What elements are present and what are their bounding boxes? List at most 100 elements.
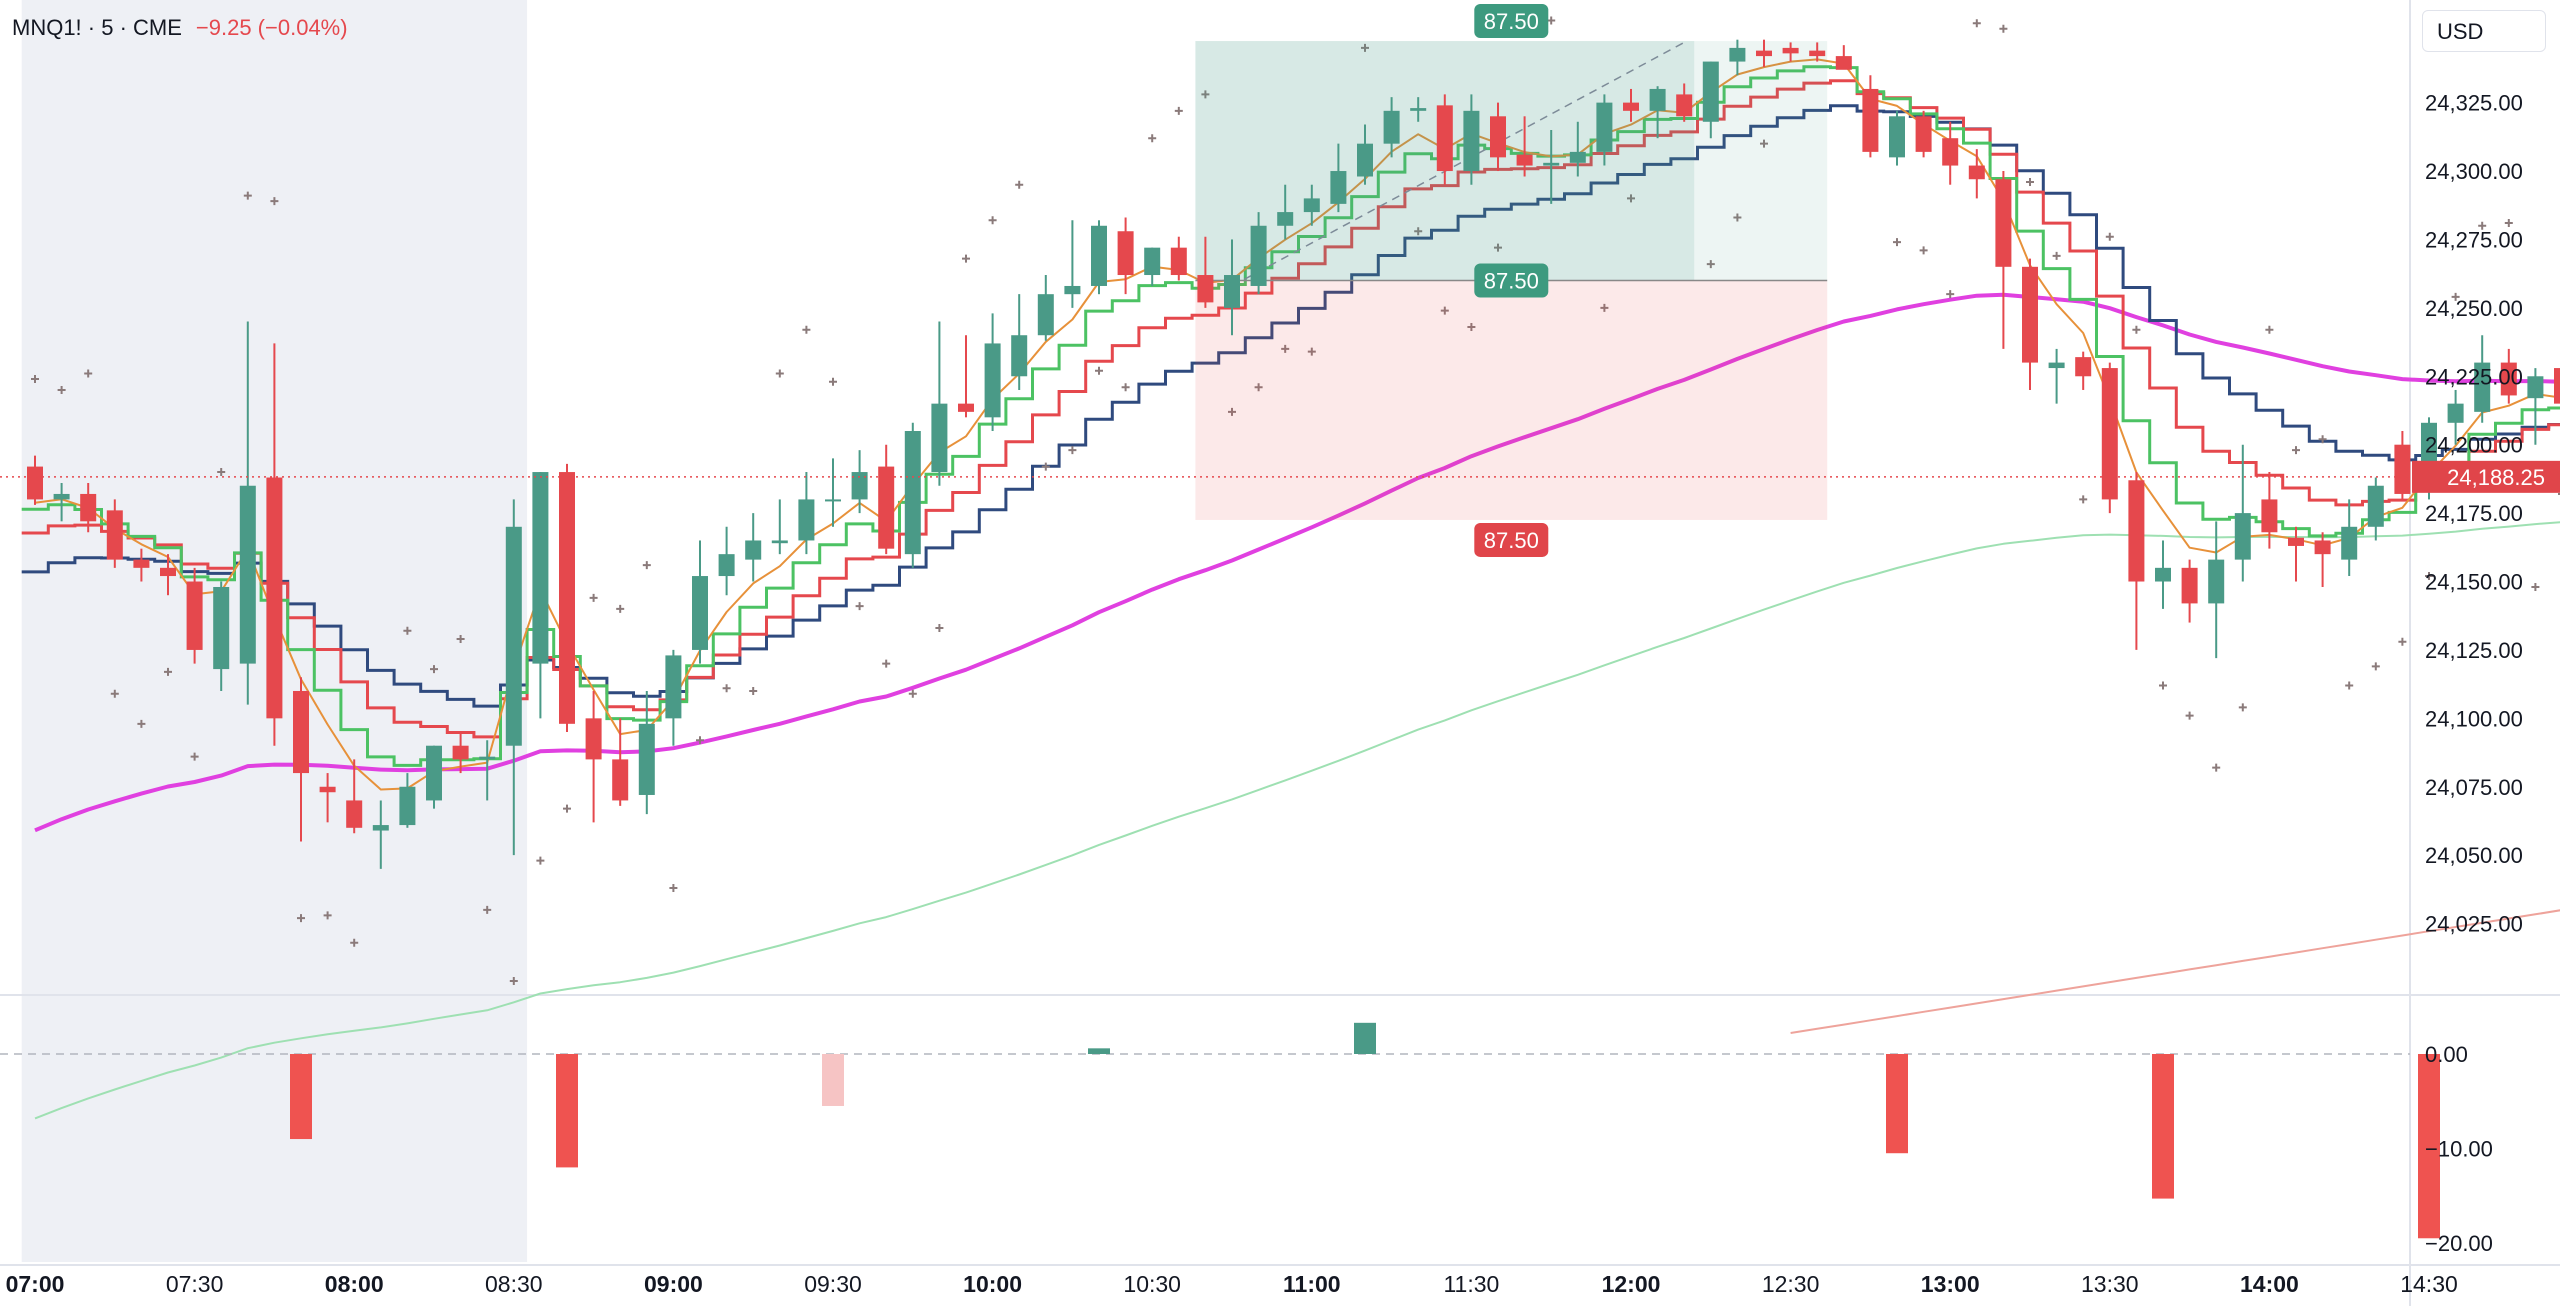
sar-dot	[270, 197, 279, 206]
sar-dot	[456, 634, 465, 643]
candle-body	[1436, 105, 1453, 172]
sar-dot	[1414, 227, 1423, 236]
candle-body	[1835, 56, 1852, 70]
candle-body	[1117, 231, 1134, 276]
currency-button[interactable]: USD	[2422, 10, 2546, 52]
entry-label: 87.50	[1484, 268, 1539, 293]
candle-body	[319, 786, 336, 793]
sar-dot	[84, 369, 93, 378]
sar-dot	[403, 626, 412, 635]
sar-dot	[616, 604, 625, 613]
candle-body	[452, 745, 469, 760]
time-tick-label: 08:00	[325, 1271, 384, 1297]
time-tick-label: 12:00	[1602, 1271, 1661, 1297]
price-tick-label: 24,200.00	[2425, 433, 2523, 458]
candle-body	[638, 723, 655, 795]
candle-body	[2554, 368, 2560, 404]
candle-body	[851, 472, 868, 500]
candle-body	[1782, 47, 1799, 54]
sar-dot	[1281, 344, 1290, 353]
sar-dot	[430, 665, 438, 674]
sar-dot	[1627, 194, 1635, 203]
sar-dot	[536, 856, 545, 865]
candle-body	[532, 472, 549, 664]
sar-dot	[1600, 303, 1609, 312]
candle-body	[1170, 247, 1187, 276]
candle-body	[133, 559, 150, 568]
sar-dot	[988, 216, 997, 225]
candle-body	[80, 493, 97, 522]
last-price-tag: 24,188.25	[2447, 465, 2545, 490]
sar-dot	[2504, 219, 2513, 228]
candle-body	[1596, 102, 1613, 152]
candle-body	[1490, 116, 1506, 158]
sar-dot	[829, 377, 837, 386]
sma-light-green-line	[34, 521, 2560, 1120]
oscillator-bar	[1886, 1054, 1908, 1154]
sar-dot	[1733, 213, 1742, 222]
sar-dot	[2292, 446, 2300, 455]
oscillator-tick-label: −10.00	[2425, 1137, 2493, 1162]
sar-dot	[962, 254, 970, 263]
candle-body	[1144, 247, 1161, 276]
candle-body	[2234, 513, 2251, 560]
candle-body	[293, 690, 309, 774]
candle-body	[585, 718, 602, 760]
sar-dot	[1706, 260, 1715, 269]
sar-dot	[2531, 582, 2540, 591]
candle-body	[1250, 225, 1267, 286]
price-tick-label: 24,325.00	[2425, 91, 2523, 116]
symbol-header: MNQ1! · 5 · CME −9.25 (−0.04%)	[12, 14, 348, 42]
candle-body	[559, 472, 575, 724]
time-tick-label: 13:30	[2081, 1271, 2139, 1297]
target-label: 87.50	[1484, 9, 1539, 34]
price-tick-label: 24,100.00	[2425, 706, 2523, 731]
sar-dot	[1095, 366, 1103, 375]
candle-body	[1543, 162, 1560, 166]
sar-dot	[1174, 106, 1183, 115]
candle-body	[1224, 275, 1240, 308]
price-tick-label: 24,150.00	[2425, 570, 2523, 595]
candle-body	[399, 786, 416, 826]
candle-body	[2527, 376, 2544, 399]
sar-dot	[2558, 492, 2560, 495]
candle-body	[426, 745, 442, 801]
price-tick-label: 24,025.00	[2425, 912, 2523, 937]
step-navy-line	[21, 104, 2560, 708]
entry-label-bg	[1474, 263, 1549, 298]
candle-body	[213, 586, 230, 670]
time-tick-label: 12:30	[1762, 1271, 1820, 1297]
candle-body	[1968, 165, 1985, 180]
candle-body	[931, 403, 948, 473]
candle-body	[1330, 171, 1347, 204]
sar-dot	[1068, 446, 1077, 455]
symbol-title: MNQ1! · 5 · CME	[12, 15, 182, 40]
sar-dot	[642, 561, 651, 570]
time-tick-label: 08:30	[485, 1271, 543, 1297]
oscillator-tick-label: −20.00	[2425, 1231, 2493, 1256]
sar-dot	[1201, 90, 1210, 99]
candle-body	[53, 493, 70, 500]
candle-body	[825, 499, 841, 502]
candle-body	[2500, 362, 2517, 396]
sar-dot	[1148, 134, 1157, 143]
stop-label: 87.50	[1484, 528, 1539, 553]
oscillator-bar	[2418, 1054, 2440, 1239]
candle-body	[2075, 357, 2092, 377]
sar-dot	[2478, 221, 2487, 230]
candle-body	[1995, 179, 2012, 267]
sma-pink-line	[1790, 909, 2560, 1034]
sar-dot	[1547, 16, 1556, 25]
candle-body	[1091, 225, 1107, 286]
oscillator-bar	[290, 1054, 312, 1140]
sar-dot	[935, 624, 944, 633]
oscillator-bar	[1354, 1022, 1376, 1054]
stop-zone	[1195, 280, 1828, 520]
sar-dot	[137, 719, 146, 728]
candle-body	[239, 485, 256, 664]
oscillator-bar	[822, 1054, 844, 1106]
time-tick-label: 09:30	[804, 1271, 862, 1297]
sar-dot	[509, 977, 518, 986]
candle-body	[186, 581, 203, 650]
